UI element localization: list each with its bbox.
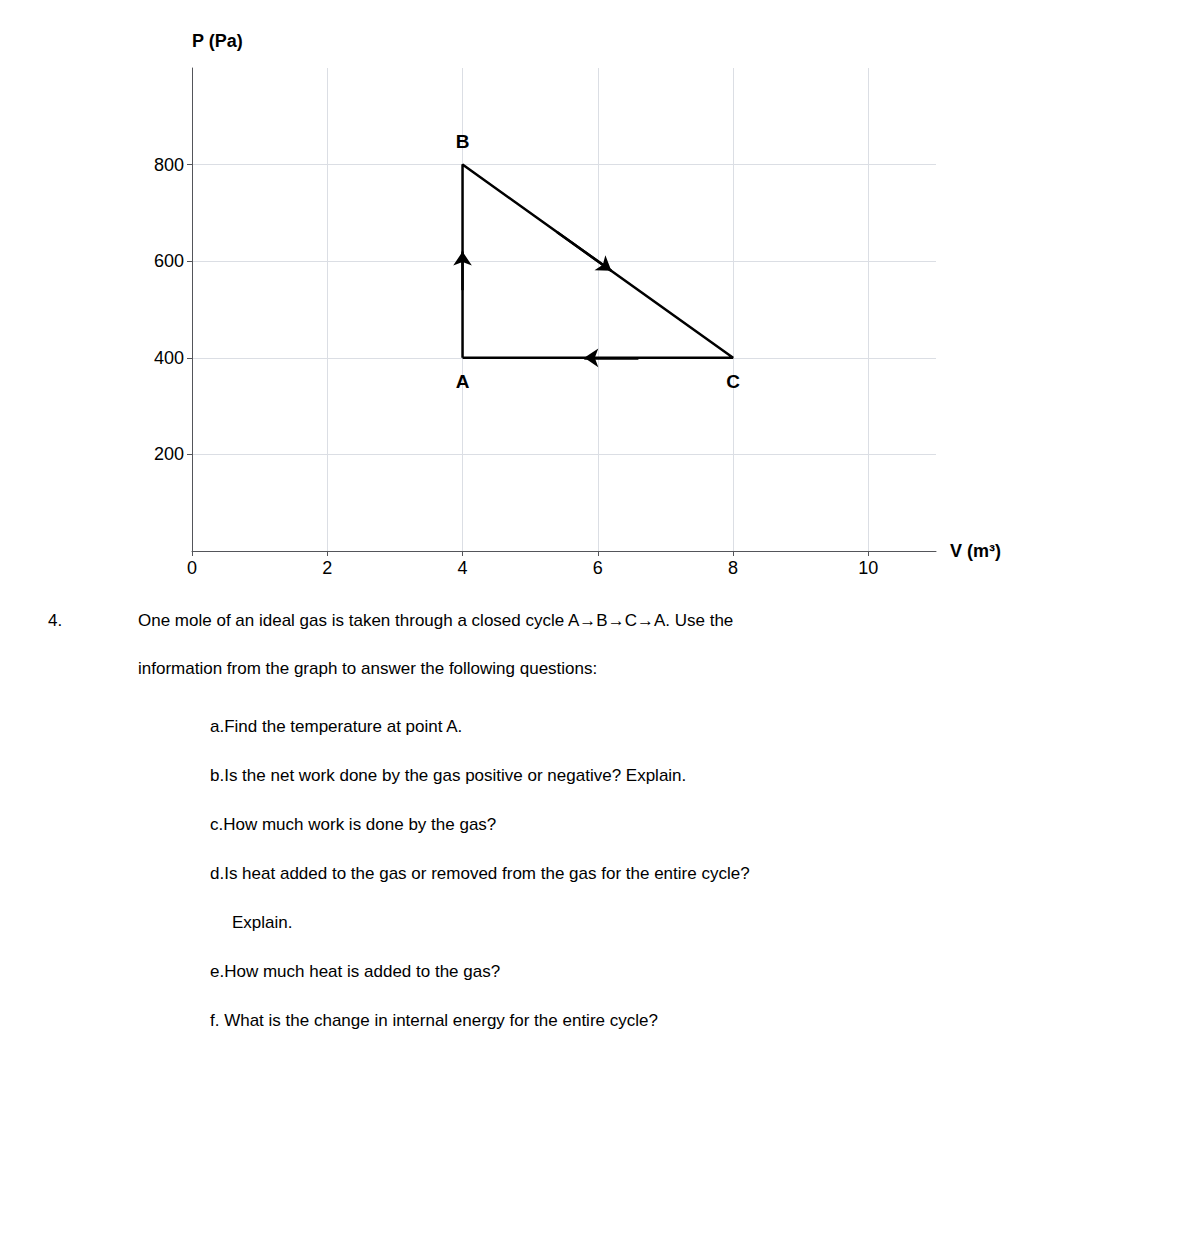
svg-text:One mole of an ideal gas is ta: One mole of an ideal gas is taken throug… bbox=[138, 611, 733, 630]
svg-text:10: 10 bbox=[858, 558, 878, 578]
svg-text:200: 200 bbox=[154, 444, 184, 464]
svg-text:8: 8 bbox=[728, 558, 738, 578]
svg-text:information from the graph to: information from the graph to answer the… bbox=[138, 659, 597, 678]
svg-text:V (m³): V (m³) bbox=[950, 541, 1001, 561]
svg-text:Explain.: Explain. bbox=[232, 913, 292, 932]
svg-text:B: B bbox=[456, 131, 470, 152]
svg-text:800: 800 bbox=[154, 155, 184, 175]
svg-text:b.Is the net work done by the: b.Is the net work done by the gas positi… bbox=[210, 766, 686, 785]
svg-text:c.How much work is done by the: c.How much work is done by the gas? bbox=[210, 815, 496, 834]
svg-text:f. What is the change in inter: f. What is the change in internal energy… bbox=[210, 1011, 658, 1030]
svg-text:4.: 4. bbox=[48, 611, 62, 630]
svg-text:P (Pa): P (Pa) bbox=[192, 31, 243, 51]
svg-text:4: 4 bbox=[458, 558, 468, 578]
svg-text:a.Find the temperature at poin: a.Find the temperature at point A. bbox=[210, 717, 462, 736]
svg-text:A: A bbox=[456, 371, 470, 392]
svg-text:6: 6 bbox=[593, 558, 603, 578]
svg-text:0: 0 bbox=[187, 558, 197, 578]
svg-text:600: 600 bbox=[154, 251, 184, 271]
svg-text:e.How much heat is added to th: e.How much heat is added to the gas? bbox=[210, 962, 500, 981]
svg-text:d.Is heat added to the gas or: d.Is heat added to the gas or removed fr… bbox=[210, 864, 750, 883]
svg-text:2: 2 bbox=[322, 558, 332, 578]
svg-text:400: 400 bbox=[154, 348, 184, 368]
svg-text:C: C bbox=[726, 371, 740, 392]
